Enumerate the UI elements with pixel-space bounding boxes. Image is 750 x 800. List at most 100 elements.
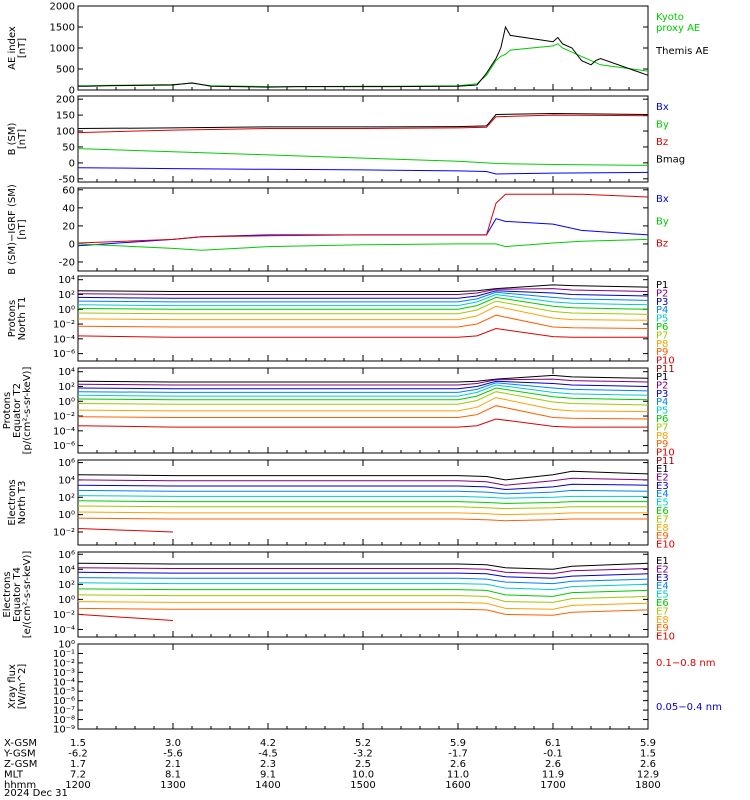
y-tick-label: 10⁻² [53, 412, 75, 423]
orbit-row-value: 3.0 [165, 738, 181, 749]
orbit-row-value: 1.5 [640, 749, 656, 760]
y-tick-label: 10⁻⁴ [53, 677, 75, 688]
legend-entry: E9 [656, 531, 669, 542]
legend-entry: P6 [656, 414, 668, 425]
y-tick-label: 0 [69, 158, 75, 169]
y-tick-label: 10⁰ [58, 595, 75, 606]
orbit-row-label: X-GSM [4, 738, 37, 749]
legend-entry: E2 [656, 564, 669, 575]
legend-entry: E1 [656, 464, 669, 475]
y-tick-label: 10⁴ [58, 475, 75, 486]
series-line-0 [77, 562, 649, 570]
legend-entry: E7 [656, 514, 669, 525]
y-tick-label: 10² [58, 493, 75, 504]
y-tick-label: 0 [69, 86, 75, 97]
y-tick-label: 10⁴ [58, 275, 75, 286]
legend-entry: E9 [656, 623, 669, 634]
legend-entry: P3 [656, 297, 668, 308]
legend-entry: P2 [656, 288, 668, 299]
series-line-1 [77, 477, 649, 486]
panel-frame [77, 643, 649, 730]
y-tick-label: 200 [56, 95, 75, 106]
legend-entry: P1 [656, 372, 668, 383]
orbit-row-value: 5.9 [450, 738, 466, 749]
series-line-6 [77, 300, 649, 315]
legend-entry: E4 [656, 581, 669, 592]
y-tick-label: 150 [56, 111, 75, 122]
legend-entry: E10 [656, 540, 675, 551]
series-line-4 [77, 582, 649, 591]
panel-frame [77, 187, 649, 272]
orbit-row-value: 8.1 [165, 770, 181, 781]
legend-entry: P7 [656, 422, 668, 433]
orbit-row-label: Y-GSM [3, 749, 36, 760]
series-line-8 [77, 607, 649, 616]
legend-entry: P8 [656, 431, 668, 442]
series-line-3 [77, 112, 649, 129]
orbit-row-value: 11.0 [447, 770, 469, 781]
series-line-4 [77, 384, 649, 397]
legend-entry: P8 [656, 339, 668, 350]
series-line-7 [77, 305, 649, 321]
legend-entry: P10 [656, 356, 675, 367]
y-axis-label: ProtonsEquator T2[p/(cm²-s-sr-keV)] [2, 367, 33, 455]
series-line-2 [77, 571, 649, 579]
y-tick-label: 10⁻⁴ [53, 426, 75, 437]
y-axis-label: Xray flux[W/m^2] [7, 664, 28, 710]
orbit-row-value: 1200 [65, 780, 90, 791]
series-line-5 [77, 588, 649, 597]
orbit-row-value: 1800 [635, 780, 660, 791]
orbit-row-value: 11.9 [542, 770, 564, 781]
series-line-2 [77, 114, 649, 134]
y-tick-label: 10⁰ [58, 640, 75, 651]
series-line-7 [77, 601, 649, 610]
legend-entry: P9 [656, 347, 668, 358]
date-label: 2024 Dec 31 [4, 788, 68, 799]
series-line-1 [77, 238, 649, 251]
series-line-0 [77, 167, 649, 175]
y-tick-label: 20 [62, 221, 75, 232]
panel-frame [77, 95, 649, 183]
series-line-6 [77, 391, 649, 406]
orbit-row-value: 2.6 [450, 759, 466, 770]
y-tick-label: 10⁴ [58, 367, 75, 378]
series-line-1 [78, 25, 649, 88]
y-tick-label: 10⁻² [53, 610, 75, 621]
series-line-0 [77, 284, 649, 292]
y-axis-label: ProtonsNorth T1 [7, 297, 28, 341]
legend-entry: P1 [656, 280, 668, 291]
y-tick-label: 10⁶ [58, 550, 75, 561]
series-line-0 [77, 470, 649, 481]
y-tick-label: 1000 [50, 44, 75, 55]
legend-entry: E5 [656, 590, 669, 601]
series-line-5 [77, 500, 648, 504]
y-axis-label: ElectronsEquator T4[e/(cm²-s-sr-keV)] [2, 551, 33, 639]
legend-entry: Kyoto proxy AE [656, 12, 700, 34]
series-line-1 [77, 567, 649, 575]
y-tick-label: -20 [59, 257, 75, 268]
orbit-row-value: 4.2 [260, 738, 276, 749]
orbit-row-value: 1700 [540, 780, 565, 791]
y-axis-label: B (SM)−IGRF (SM)[nT] [7, 184, 28, 275]
series-line-3 [77, 577, 649, 585]
orbit-row-value: 7.2 [70, 770, 86, 781]
y-tick-label: 500 [56, 65, 75, 76]
y-tick-label: 50 [62, 142, 75, 153]
series-line-6 [77, 594, 649, 603]
y-axis-label: ElectronsNorth T3 [7, 479, 28, 525]
series-line-3 [77, 291, 649, 303]
series-line-0 [77, 374, 649, 383]
orbit-row-value: 2.6 [545, 759, 561, 770]
legend-entry: E8 [656, 615, 669, 626]
y-tick-label: 2000 [50, 2, 75, 13]
legend-entry: P4 [656, 397, 668, 408]
legend-entry: E1 [656, 556, 669, 567]
series-line-1 [77, 378, 649, 386]
legend-entry: Themis AE [655, 46, 709, 57]
legend-entry: E8 [656, 523, 669, 534]
orbit-row-value: 1300 [160, 780, 185, 791]
series-line-6 [77, 505, 648, 510]
y-tick-label: 10⁻⁸ [53, 715, 75, 726]
series-line-5 [77, 387, 649, 401]
